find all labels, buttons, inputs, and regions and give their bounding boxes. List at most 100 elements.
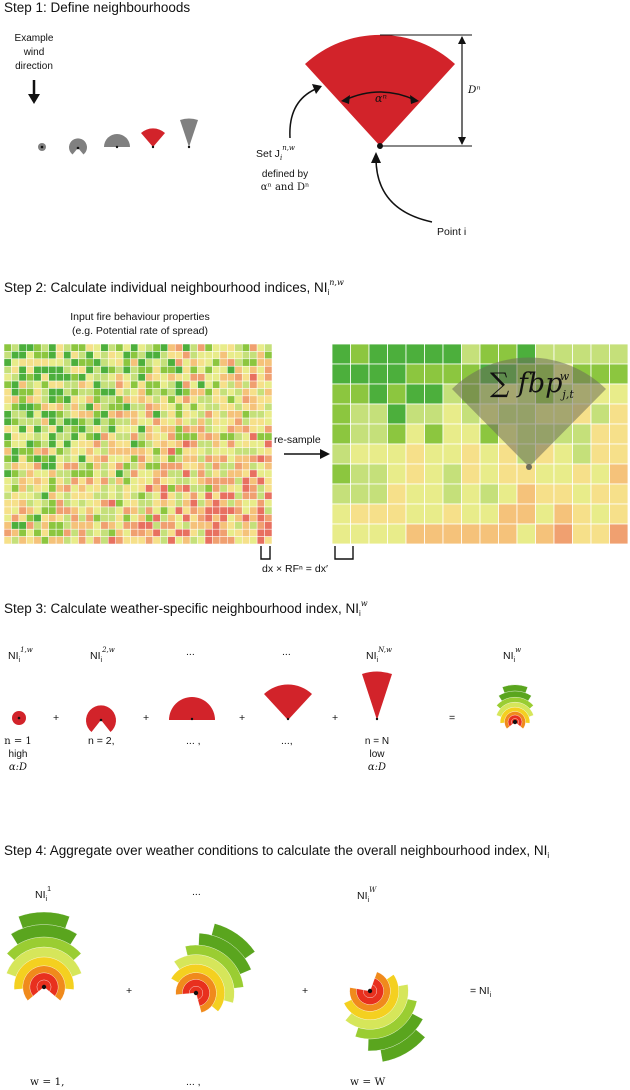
step3-header-6-base: NI	[503, 650, 514, 662]
fine-grid-cell	[122, 462, 131, 471]
fine-grid-cell	[227, 343, 236, 352]
fine-grid-cell	[241, 365, 250, 374]
step4-result-sub: i	[489, 992, 492, 999]
fine-grid-cell	[78, 365, 87, 374]
fine-grid-cell	[264, 373, 273, 382]
fine-grid-cell	[93, 491, 102, 500]
fine-grid-cell	[249, 484, 258, 493]
fine-grid-cell	[212, 425, 221, 434]
fine-grid-cell	[160, 425, 169, 434]
fine-grid-cell	[167, 395, 176, 404]
fine-grid-cell	[167, 469, 176, 478]
fine-grid-cell	[40, 425, 49, 434]
fine-grid-cell	[204, 469, 213, 478]
fine-grid-cell	[18, 432, 27, 441]
fine-grid-cell	[256, 528, 265, 537]
small-shape-circle	[38, 143, 46, 151]
fine-grid-cell	[26, 469, 35, 478]
fine-grid-cell	[167, 514, 176, 523]
fine-grid-cell	[145, 403, 154, 411]
fine-grid-cell	[256, 417, 265, 426]
fine-grid-cell	[234, 358, 243, 367]
fine-grid-cell	[160, 506, 169, 515]
fine-grid-cell	[26, 343, 35, 352]
fine-grid-cell	[3, 454, 12, 463]
fine-grid-cell	[40, 395, 49, 404]
fine-grid-cell	[130, 506, 139, 515]
fine-grid-cell	[115, 388, 124, 397]
fine-grid-cell	[189, 417, 198, 426]
fine-grid-cell	[48, 343, 57, 352]
fine-grid-cell	[85, 528, 94, 537]
fine-grid-cell	[85, 395, 94, 404]
fine-grid-cell	[256, 388, 265, 397]
caption-n1: n = 1 high α:D	[0, 735, 36, 774]
fine-grid-cell	[145, 432, 154, 441]
fine-grid-cell	[63, 514, 72, 523]
fine-grid-cell	[189, 506, 198, 515]
fine-grid-cell	[70, 462, 79, 471]
fine-grid-cell	[33, 528, 42, 537]
fine-grid-cell	[249, 506, 258, 515]
fine-grid-cell	[26, 491, 35, 500]
step3-title-sup: w	[360, 599, 368, 608]
fine-grid-cell	[85, 358, 94, 367]
step2-title: Step 2: Calculate individual neighbourho…	[4, 278, 344, 297]
fine-grid-cell	[227, 514, 236, 523]
step4-op-2: +	[302, 985, 309, 997]
fine-grid-cell	[189, 388, 198, 397]
sum-formula-text: ∑ fbp	[490, 368, 563, 399]
fine-grid-cell	[174, 506, 183, 515]
fine-grid-cell	[40, 440, 49, 448]
fine-grid-cell	[227, 365, 236, 374]
fine-grid-cell	[107, 454, 116, 463]
fine-grid-cell	[256, 477, 265, 485]
fine-grid-cell	[48, 440, 57, 448]
fine-grid-cell	[174, 343, 183, 352]
fine-grid-cell	[145, 380, 154, 389]
fine-grid-cell	[264, 440, 273, 448]
step3-header-2: NIi 2,w	[90, 646, 115, 664]
fine-grid-cell	[137, 484, 146, 493]
fine-grid-cell	[3, 410, 12, 419]
fine-grid-cell	[227, 477, 236, 485]
fine-grid-cell	[249, 454, 258, 463]
fine-grid-cell	[219, 380, 228, 389]
set-label-sup: n,w	[282, 144, 295, 152]
fine-grid-cell	[55, 395, 64, 404]
fine-grid-cell	[189, 447, 198, 456]
fine-grid-cell	[152, 380, 161, 389]
fine-grid-cell	[174, 417, 183, 426]
step4-header-3-sub: i	[367, 897, 370, 904]
fine-grid-cell	[256, 440, 265, 448]
fine-grid-cell	[264, 365, 273, 374]
fine-grid-cell	[48, 380, 57, 389]
fine-grid-cell	[152, 351, 161, 360]
fine-grid-cell	[107, 365, 116, 374]
fine-grid-cell	[189, 351, 198, 360]
resample-neighbourhood-sector	[452, 357, 606, 470]
fine-grid-cell	[63, 365, 72, 374]
fine-grid-cell	[100, 358, 109, 367]
caption-dots1: ... ,	[186, 735, 201, 747]
fine-grid-cell	[197, 506, 206, 515]
fine-grid-cell	[130, 351, 139, 360]
fine-grid-cell	[197, 484, 206, 493]
fine-grid-cell	[122, 484, 131, 493]
fine-grid-cell	[234, 351, 243, 360]
fine-grid-cell	[249, 351, 258, 360]
fine-grid-cell	[174, 462, 183, 471]
fine-grid-cell	[48, 425, 57, 434]
fine-grid-cell	[48, 432, 57, 441]
fine-grid-cell	[11, 469, 20, 478]
fine-grid-cell	[48, 358, 57, 367]
fine-grid-cell	[204, 454, 213, 463]
fine-grid-cell	[115, 403, 124, 411]
fine-grid-cell	[189, 469, 198, 478]
fine-grid-cell	[249, 410, 258, 419]
fine-grid-cell	[167, 447, 176, 456]
fine-grid-cell	[137, 351, 146, 360]
fine-grid-cell	[212, 410, 221, 419]
fine-grid-cell	[212, 521, 221, 530]
fine-grid-cell	[130, 388, 139, 397]
